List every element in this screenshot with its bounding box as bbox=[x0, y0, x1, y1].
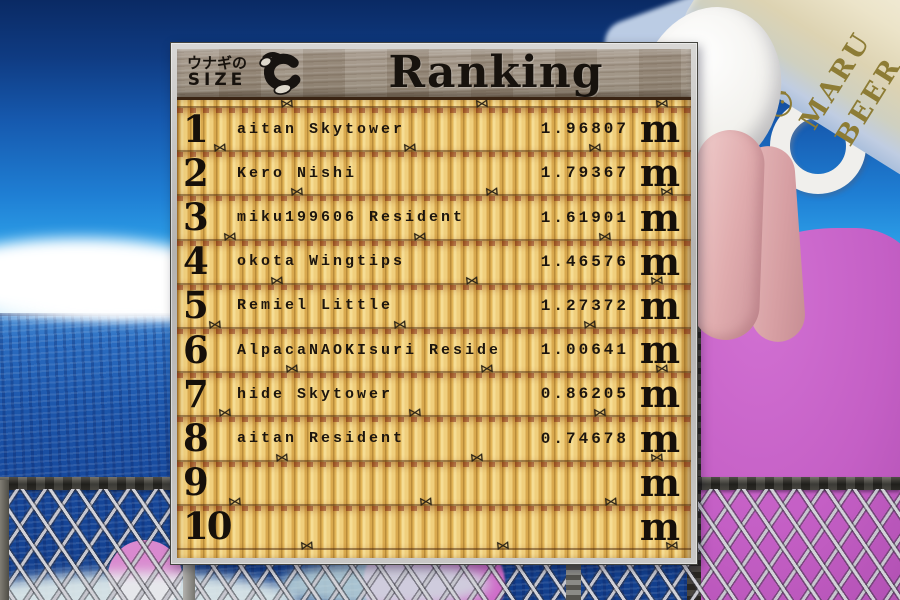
ranking-row: 3 miku199606 Resident 1.61901 m ⋈ ⋈ ⋈ bbox=[177, 185, 691, 240]
string-bow-icon: ⋈ bbox=[495, 538, 511, 554]
ranking-list: 1 aitan Skytower 1.96807 m ⋈ ⋈ ⋈ 2 Kero Ni… bbox=[177, 97, 691, 558]
string-bow-icon: ⋈ bbox=[464, 273, 480, 289]
player-name: aitan Resident bbox=[237, 430, 406, 448]
unit-label: m bbox=[639, 371, 681, 417]
rank-number: 2 bbox=[183, 150, 209, 195]
size-value: 1.96807 bbox=[540, 120, 629, 139]
string-bow-icon: ⋈ bbox=[603, 494, 619, 510]
rank-number: 10 bbox=[183, 504, 233, 549]
rank-number: 6 bbox=[183, 327, 209, 372]
string-bow-icon: ⋈ bbox=[407, 406, 423, 421]
string-bow-icon: ⋈ bbox=[217, 406, 233, 421]
player-name: Kero Nishi bbox=[237, 164, 358, 182]
rank-number: 9 bbox=[183, 460, 209, 505]
player-name: miku199606 Resident bbox=[237, 209, 466, 226]
ranking-row: 8 aitan Resident 0.74678 m ⋈ ⋈ ⋈ bbox=[177, 406, 691, 461]
string-bow-icon: ⋈ bbox=[279, 96, 295, 112]
size-value: 0.86205 bbox=[540, 385, 629, 404]
rank-number: 8 bbox=[183, 416, 209, 461]
string-bow-icon: ⋈ bbox=[227, 494, 243, 510]
string-bow-icon: ⋈ bbox=[392, 317, 408, 333]
rank-number: 3 bbox=[183, 195, 209, 239]
string-bow-icon: ⋈ bbox=[299, 538, 315, 554]
board-title-ranking: Ranking bbox=[388, 47, 604, 98]
ranking-row: 4 okota Wingtips 1.46576 m ⋈ ⋈ ⋈ bbox=[177, 229, 691, 284]
string-bow-icon: ⋈ bbox=[268, 273, 285, 289]
string-bow-icon: ⋈ bbox=[582, 317, 598, 333]
string-bow-icon: ⋈ bbox=[479, 362, 495, 377]
string-bow-icon: ⋈ bbox=[289, 185, 305, 200]
unit-label: m bbox=[639, 282, 681, 328]
unit-label: m bbox=[639, 459, 681, 505]
string-bow-icon: ⋈ bbox=[597, 229, 614, 244]
string-bow-icon: ⋈ bbox=[402, 141, 418, 156]
size-value: 1.61901 bbox=[540, 208, 629, 227]
ranking-row: 5 Remiel Little 1.27372 m ⋈ ⋈ ⋈ bbox=[177, 274, 691, 328]
player-name: aitan Skytower bbox=[237, 120, 406, 138]
string-bow-icon: ⋈ bbox=[469, 450, 485, 465]
eel-swirl-icon bbox=[253, 51, 309, 95]
rank-number: 1 bbox=[183, 106, 209, 151]
rank-number: 4 bbox=[183, 239, 209, 284]
size-value: 1.00641 bbox=[540, 341, 629, 360]
unit-label: m bbox=[639, 415, 681, 461]
string-bow-icon: ⋈ bbox=[649, 450, 665, 465]
player-name: Remiel Little bbox=[237, 297, 394, 315]
board-header: ウナギの SIZE Ranking bbox=[177, 49, 691, 97]
string-bow-icon: ⋈ bbox=[474, 96, 490, 112]
string-bow-icon: ⋈ bbox=[664, 538, 680, 554]
size-value: 1.46576 bbox=[540, 252, 629, 271]
string-bow-icon: ⋈ bbox=[592, 406, 608, 421]
header-divider bbox=[177, 97, 691, 100]
unit-label: m bbox=[639, 106, 681, 152]
creature-finger bbox=[690, 128, 766, 342]
string-bow-icon: ⋈ bbox=[659, 185, 675, 200]
unit-label: m bbox=[639, 238, 681, 284]
string-bow-icon: ⋈ bbox=[222, 229, 238, 244]
ranking-board-inner: ウナギの SIZE Ranking 1 aitan Skyt bbox=[177, 49, 691, 558]
ranking-row: 10 m ⋈ ⋈ ⋈ bbox=[177, 495, 691, 549]
string-bow-icon: ⋈ bbox=[654, 96, 670, 112]
ranking-board[interactable]: ウナギの SIZE Ranking 1 aitan Skyt bbox=[170, 42, 698, 565]
rank-number: 5 bbox=[183, 283, 209, 328]
ranking-row: 9 m ⋈ ⋈ ⋈ bbox=[177, 450, 691, 505]
rank-number: 7 bbox=[183, 371, 209, 416]
string-bow-icon: ⋈ bbox=[284, 362, 300, 377]
unit-label: m bbox=[639, 327, 681, 373]
string-bow-icon: ⋈ bbox=[212, 141, 228, 156]
size-value: 0.74678 bbox=[540, 429, 629, 448]
board-title-block: ウナギの SIZE bbox=[187, 54, 248, 90]
board-title-size: SIZE bbox=[187, 69, 247, 90]
ranking-row: 6 AlpacaNAOKIsuri Resident 1.00641 m ⋈ ⋈ ⋈ bbox=[177, 318, 691, 373]
fence-post bbox=[566, 560, 581, 600]
string-bow-icon: ⋈ bbox=[274, 450, 290, 465]
player-name: AlpacaNAOKIsuri Resident bbox=[237, 341, 497, 359]
board-title-japanese: ウナギの bbox=[187, 54, 248, 73]
ranking-row: 1 aitan Skytower 1.96807 m ⋈ ⋈ ⋈ bbox=[177, 97, 691, 152]
bamboo-bottom-seam: ⋈ ⋈ ⋈ bbox=[177, 539, 691, 553]
string-bow-icon: ⋈ bbox=[484, 185, 500, 200]
fence-post bbox=[0, 480, 9, 600]
player-name: okota Wingtips bbox=[237, 253, 406, 271]
unit-label: m bbox=[639, 503, 681, 549]
size-value: 1.27372 bbox=[540, 296, 629, 315]
unit-label: m bbox=[639, 150, 681, 196]
string-bow-icon: ⋈ bbox=[207, 317, 223, 333]
string-bow-icon: ⋈ bbox=[412, 229, 428, 244]
ranking-row: 7 hide Skytower 0.86205 m ⋈ ⋈ ⋈ bbox=[177, 362, 691, 417]
ranking-row: 2 Kero Nishi 1.79367 m ⋈ ⋈ ⋈ bbox=[177, 141, 691, 196]
string-bow-icon: ⋈ bbox=[587, 141, 603, 156]
size-value: 1.79367 bbox=[540, 164, 629, 183]
unit-label: m bbox=[639, 194, 681, 240]
player-name: hide Skytower bbox=[237, 385, 394, 403]
string-bow-icon: ⋈ bbox=[654, 362, 670, 377]
string-bow-icon: ⋈ bbox=[649, 273, 665, 289]
sign-post-left bbox=[183, 560, 195, 600]
string-bow-icon: ⋈ bbox=[418, 494, 434, 510]
